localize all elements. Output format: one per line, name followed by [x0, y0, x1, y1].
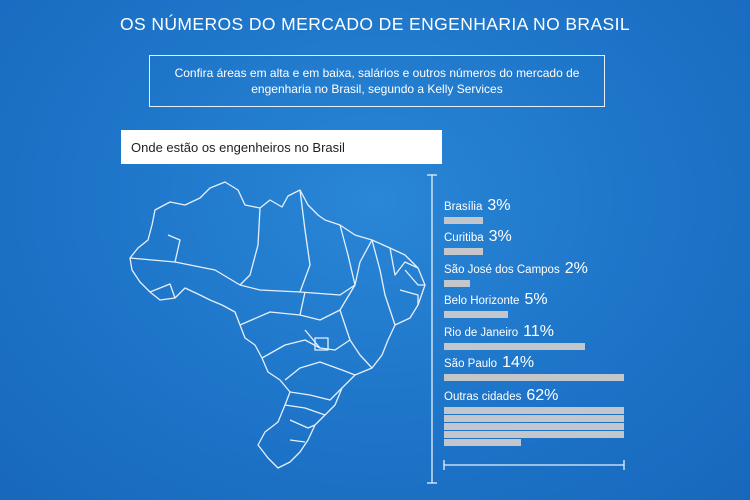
- value-label: 3%: [488, 228, 512, 245]
- subtitle-box: Confira áreas em alta e em baixa, salári…: [149, 55, 605, 107]
- section-header-text: Onde estão os engenheiros no Brasil: [131, 139, 345, 155]
- value-label: 2%: [564, 260, 588, 277]
- city-name: São Paulo: [444, 358, 498, 370]
- value-label: 3%: [487, 197, 511, 214]
- city-name: Belo Horizonte: [444, 295, 520, 307]
- value-label: 11%: [523, 323, 554, 340]
- bar: [444, 423, 624, 430]
- bar-label: Outras cidades 62%: [444, 387, 558, 405]
- subtitle-text: Confira áreas em alta e em baixa, salári…: [174, 66, 580, 96]
- bar-label: Curitiba 3%: [444, 228, 512, 246]
- bar: [444, 311, 508, 318]
- city-name: Outras cidades: [444, 391, 522, 403]
- section-header: Onde estão os engenheiros no Brasil: [121, 130, 442, 164]
- bar: [444, 415, 624, 422]
- value-label: 62%: [526, 387, 559, 404]
- value-label: 14%: [502, 354, 535, 371]
- bar: [444, 343, 585, 350]
- bar: [444, 439, 521, 446]
- bar: [444, 248, 483, 255]
- bar-label: Rio de Janeiro 11%: [444, 323, 554, 341]
- page-title: OS NÚMEROS DO MERCADO DE ENGENHARIA NO B…: [119, 14, 631, 34]
- city-name: Curitiba: [444, 232, 484, 244]
- value-label: 5%: [524, 291, 548, 308]
- city-name: Rio de Janeiro: [444, 327, 519, 339]
- bar: [444, 374, 624, 381]
- city-name: Brasília: [444, 201, 483, 213]
- city-name: São José dos Campos: [444, 264, 560, 276]
- bar: [444, 280, 470, 287]
- bar-label: Brasília 3%: [444, 197, 510, 215]
- bar: [444, 431, 624, 438]
- bar-label: São José dos Campos 2%: [444, 260, 588, 278]
- bar-label: Belo Horizonte 5%: [444, 291, 548, 309]
- bar-label: São Paulo 14%: [444, 354, 534, 372]
- bar: [444, 217, 483, 224]
- bar: [444, 407, 624, 414]
